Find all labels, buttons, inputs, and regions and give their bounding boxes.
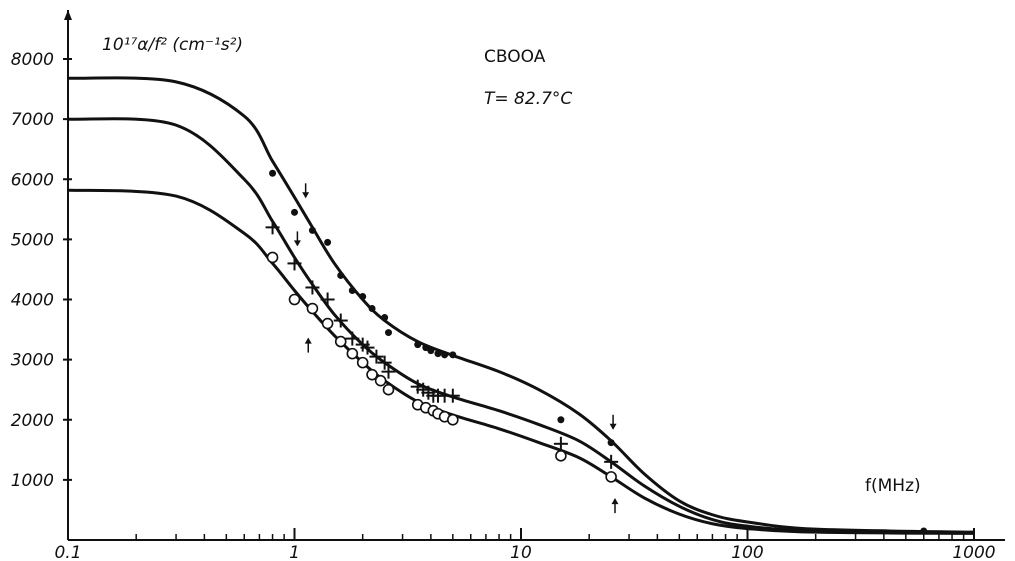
arrow-head (304, 337, 312, 344)
axes: 0.1 1 10 100 1000 1000 2000 3000 4000 5000 6000 700… (11, 10, 1005, 561)
data-point-circle (382, 383, 395, 396)
curve-series-3 (67, 188, 975, 535)
data-point-cross (445, 388, 460, 403)
data-point-cross (305, 280, 320, 295)
data-point-dot (384, 329, 392, 337)
data-point-cross (381, 364, 396, 379)
data-point-dot (291, 208, 298, 216)
data-point-circle (555, 450, 567, 462)
y-tick-label: 4000 (11, 291, 54, 311)
data-point-dot (269, 169, 277, 177)
arrow-head (609, 423, 617, 430)
y-tick-label: 2000 (11, 411, 54, 431)
data-point-dot (441, 351, 449, 359)
data-point-dot (422, 344, 430, 352)
data-point-dot (324, 238, 332, 246)
data-point-circle (288, 293, 301, 306)
x-tick-label: 10 (510, 543, 532, 561)
data-point-cross (287, 256, 302, 271)
arrow-marker (293, 231, 301, 247)
data-point-dot (427, 347, 435, 355)
data-point-dot (348, 286, 356, 294)
data-point-circle (447, 413, 459, 426)
data-point-cross (360, 340, 375, 355)
data-point-circle (266, 251, 279, 264)
data-point-circle (366, 368, 378, 381)
data-point-dot (308, 226, 316, 234)
x-tick-label: 100 (731, 543, 763, 561)
data-point-dot (557, 416, 565, 424)
data-point-dot (449, 351, 457, 359)
x-tick-label: 1 (289, 543, 300, 561)
data-point-circle (346, 347, 359, 360)
annotation-temperature: T= 82.7°C (484, 89, 572, 109)
x-axis-label: f(MHz) (865, 476, 921, 496)
arrow-marker (304, 337, 312, 353)
data-point-circle (306, 302, 319, 315)
curve-series-1 (67, 76, 975, 534)
data-point-dot (337, 271, 345, 279)
arrow-marker (609, 414, 617, 430)
data-point-circle (374, 374, 387, 387)
y-tick-label: 5000 (11, 230, 54, 250)
markers (265, 169, 928, 535)
arrow-marker (302, 183, 310, 199)
data-point-dot (368, 305, 376, 313)
data-point-cross (320, 292, 335, 307)
data-point-dot (381, 314, 389, 322)
data-point-dot (414, 341, 422, 349)
data-point-circle (605, 471, 617, 483)
data-point-circle (356, 356, 369, 369)
y-tick-label: 7000 (11, 110, 54, 130)
data-point-cross (345, 331, 360, 346)
data-point-cross (265, 220, 280, 235)
data-point-cross (377, 355, 392, 370)
curves (67, 76, 975, 535)
annotation-sample: CBOOA (484, 47, 546, 67)
y-tick-label: 1000 (11, 471, 54, 491)
x-tick-label: 1000 (952, 543, 995, 561)
data-point-dot (359, 292, 367, 300)
data-point-dot (607, 439, 615, 447)
y-axis-arrowhead (64, 10, 72, 20)
arrow-head (302, 192, 310, 199)
data-point-cross (369, 349, 384, 364)
data-point-cross (333, 313, 348, 328)
y-tick-label: 3000 (11, 351, 54, 371)
y-axis-label: 10¹⁷α/f² (cm⁻¹s²) (102, 35, 243, 55)
arrow-head (611, 498, 619, 505)
data-point-circle (321, 317, 334, 330)
arrow-marker (611, 498, 619, 514)
data-point-dot (920, 527, 928, 535)
data-point-circle (334, 335, 347, 348)
data-point-cross (604, 454, 619, 469)
data-point-dot (434, 350, 442, 358)
arrows (293, 183, 619, 514)
y-tick-label: 6000 (11, 170, 54, 190)
data-point-cross (553, 436, 568, 451)
y-tick-label: 8000 (11, 50, 54, 70)
arrow-head (293, 240, 301, 247)
curve-series-2 (67, 117, 975, 535)
x-tick-label: 0.1 (54, 543, 81, 561)
